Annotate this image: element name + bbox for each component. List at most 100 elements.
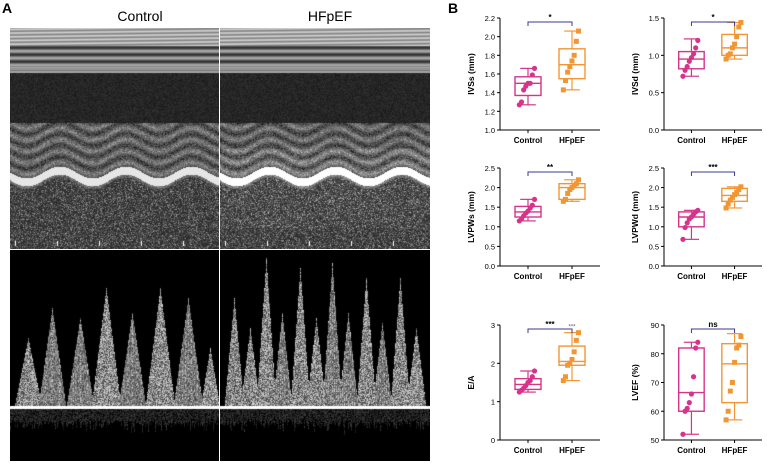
- chart1-point-0-6: [530, 72, 535, 77]
- chart6-point-1-6: [736, 343, 741, 348]
- chart4-xtick-label-0: Control: [677, 272, 705, 281]
- chart5-xtick-label-1: HFpEF: [559, 446, 585, 455]
- chart3-significance-bracket: [528, 172, 572, 176]
- chart1-y-label: IVSs (mm): [466, 53, 476, 95]
- chart6-point-0-7: [695, 340, 700, 345]
- chart3-xtick-label-0: Control: [514, 272, 542, 281]
- chart6-point-1-3: [730, 380, 735, 385]
- chart2-point-0-6: [693, 45, 698, 50]
- chart5-xtick-label-0: Control: [514, 446, 542, 455]
- chart2-point-1-5: [734, 34, 739, 39]
- chart2-point-0-2: [685, 64, 690, 69]
- chart6-ytick-label-0: 50: [651, 436, 659, 445]
- chart5-point-1-4: [570, 357, 575, 362]
- chart3-point-1-1: [563, 197, 568, 202]
- chart2-point-1-4: [732, 42, 737, 47]
- chart5-y-label: E/A: [466, 375, 476, 389]
- chart4-ytick-label-0: 0.0: [649, 262, 659, 271]
- doppler-image-control: [10, 250, 219, 461]
- chart4-ytick-label-5: 2.5: [649, 164, 659, 173]
- chart1-point-1-6: [574, 39, 579, 44]
- chart1-ytick-label-5: 2.0: [485, 33, 495, 42]
- chart2-ytick-label-0: 0.0: [649, 126, 659, 135]
- chart6-point-0-6: [693, 345, 698, 350]
- chart6-point-1-1: [726, 409, 731, 414]
- chart6-point-0-3: [687, 400, 692, 405]
- chart6-ytick-label-4: 90: [651, 321, 659, 330]
- chart6-point-0-5: [691, 374, 696, 379]
- chart5-point-0-7: [532, 368, 537, 373]
- chart5-point-1-5: [572, 349, 577, 354]
- chart5-ytick-label-0: 0: [491, 436, 495, 445]
- chart2-ytick-label-3: 1.5: [649, 14, 659, 23]
- chart4-ytick-label-1: 0.5: [649, 242, 659, 251]
- chart3-ytick-label-3: 1.5: [485, 203, 495, 212]
- chart1-ytick-label-3: 1.6: [485, 70, 495, 79]
- chart6-ytick-label-1: 60: [651, 407, 659, 416]
- chart2-xtick-label-0: Control: [677, 136, 705, 145]
- column-title-hfpef: HFpEF: [230, 8, 430, 24]
- chart4-ytick-label-3: 1.5: [649, 203, 659, 212]
- chart1-significance-bracket: [528, 22, 572, 26]
- chart5-group-label: ***: [568, 325, 576, 331]
- chart1-point-0-5: [528, 81, 533, 86]
- chart6-ytick-label-2: 70: [651, 379, 659, 388]
- chart5-ytick-label-3: 3: [491, 321, 495, 330]
- chart3-ytick-label-4: 2.0: [485, 184, 495, 193]
- chart2-point-1-7: [738, 20, 743, 25]
- chart3-significance-label: **: [547, 163, 554, 172]
- chart5-point-1-1: [563, 374, 568, 379]
- chart3-point-1-7: [576, 177, 581, 182]
- chart1-point-1-3: [567, 64, 572, 69]
- mmode-image-hfpef: [220, 28, 430, 249]
- chart5-point-1-6: [574, 338, 579, 343]
- chart4-point-0-1: [682, 225, 687, 230]
- chart3-ytick-label-0: 0.0: [485, 262, 495, 271]
- chart6-box-1: [722, 344, 747, 403]
- chart1-ytick-label-0: 1.0: [485, 126, 495, 135]
- chart1-point-1-7: [576, 29, 581, 34]
- chart6-significance-bracket: [691, 329, 734, 333]
- chart3-xtick-label-1: HFpEF: [559, 272, 585, 281]
- chart6-point-1-2: [728, 389, 733, 394]
- chart2-ytick-label-2: 1.0: [649, 51, 659, 60]
- chart4-ytick-label-4: 2.0: [649, 184, 659, 193]
- chart3-point-0-7: [532, 197, 537, 202]
- chart3-point-0-6: [530, 203, 535, 208]
- chart5-point-0-6: [530, 374, 535, 379]
- chart2-point-0-5: [691, 51, 696, 56]
- chart6-ytick-label-3: 80: [651, 350, 659, 359]
- chart4-significance-bracket: [691, 172, 734, 176]
- chart4-point-0-7: [695, 208, 700, 213]
- chart1-ytick-label-6: 2.2: [485, 14, 495, 23]
- chart6-y-label: LVEF (%): [630, 364, 640, 401]
- column-title-control: Control: [40, 8, 240, 24]
- chart1-xtick-label-1: HFpEF: [559, 136, 585, 145]
- chart1-point-1-0: [561, 87, 566, 92]
- chart6-point-1-0: [724, 417, 729, 422]
- chart3-ytick-label-2: 1.0: [485, 223, 495, 232]
- chart4-point-0-0: [680, 237, 685, 242]
- chart5-point-1-7: [576, 330, 581, 335]
- chart1-significance-label: *: [548, 13, 552, 22]
- chart2-point-1-6: [736, 24, 741, 29]
- chart6-point-0-2: [685, 406, 690, 411]
- chart1-point-1-2: [565, 70, 570, 75]
- chart2-point-0-7: [695, 38, 700, 43]
- panel-a-label: A: [2, 0, 12, 16]
- chart3-y-label: LVPWs (mm): [466, 191, 476, 243]
- chart6-point-0-4: [689, 391, 694, 396]
- chart6-point-1-4: [732, 360, 737, 365]
- chart6-xtick-label-0: Control: [677, 446, 705, 455]
- chart1-ytick-label-2: 1.4: [485, 89, 495, 98]
- chart3-ytick-label-1: 0.5: [485, 242, 495, 251]
- chart6-point-0-0: [680, 432, 685, 437]
- chart2-ytick-label-1: 0.5: [649, 89, 659, 98]
- chart6-xtick-label-1: HFpEF: [722, 446, 748, 455]
- chart4-point-1-7: [738, 184, 743, 189]
- chart4-significance-label: ***: [708, 163, 718, 172]
- doppler-image-hfpef: [220, 250, 430, 461]
- chart2-y-label: IVSd (mm): [630, 53, 640, 95]
- chart1-point-1-5: [572, 53, 577, 58]
- box-plots-panel: 1.0 1.2 1.4 1.6 1.8 2.0 2.2 Control HFpEF IVSs (m…: [448, 0, 767, 463]
